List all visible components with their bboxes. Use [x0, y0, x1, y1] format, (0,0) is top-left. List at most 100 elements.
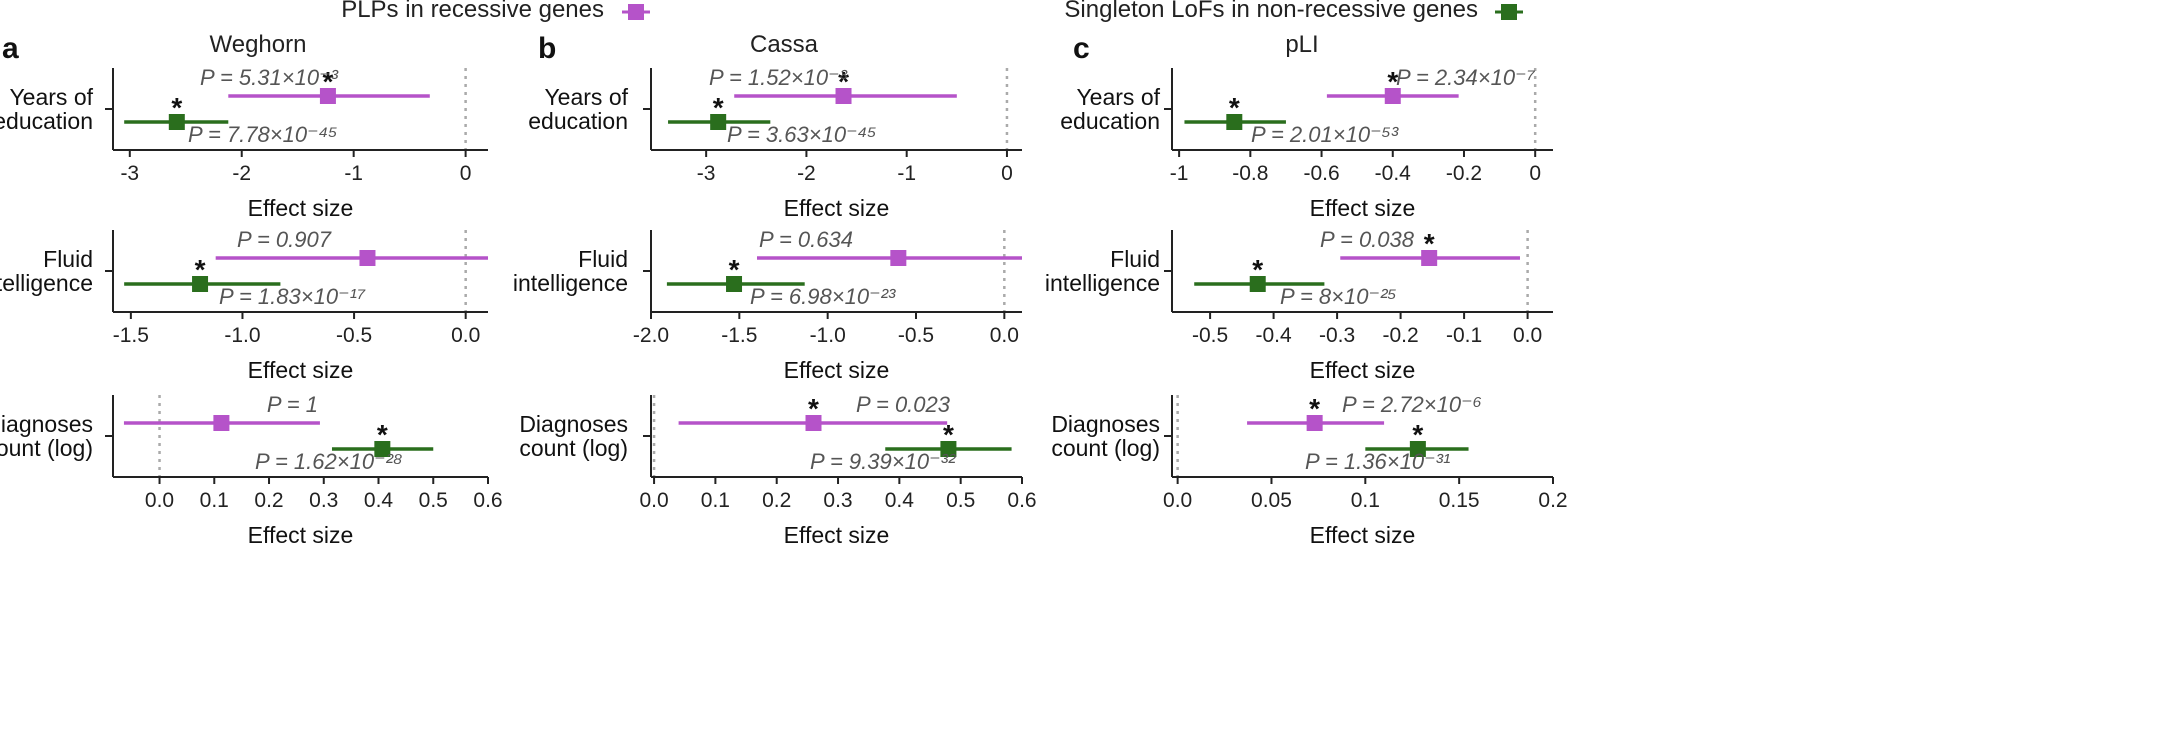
panel-title-pli: pLI — [1285, 31, 1318, 58]
p-value-label-plps-in-recessive-genes: P = 0.038 — [1320, 227, 1415, 252]
p-value-label-singleton-lofs-in-non-recessive-genes: P = 1.36×10⁻³¹ — [1305, 449, 1450, 474]
x-tick-label: 0 — [1001, 162, 1013, 185]
row-label: count (log) — [519, 435, 628, 461]
estimate-marker-plps-in-recessive-genes — [1421, 250, 1438, 266]
x-tick-label: -1.5 — [113, 324, 149, 347]
row-label: education — [0, 108, 93, 134]
legend-marker-plps — [628, 4, 644, 20]
x-tick-label: -3 — [697, 162, 716, 185]
row-label: Years of — [544, 84, 628, 110]
x-tick-label: 0.1 — [701, 489, 730, 512]
p-value-label-singleton-lofs-in-non-recessive-genes: P = 3.63×10⁻⁴⁵ — [727, 122, 876, 147]
p-value-label-plps-in-recessive-genes: P = 2.72×10⁻⁶ — [1342, 392, 1482, 417]
x-tick-label: 0.0 — [145, 489, 174, 512]
x-axis-label: Effect size — [784, 195, 890, 221]
p-value-label-plps-in-recessive-genes: P = 5.31×10⁻³ — [200, 65, 339, 90]
legend-marker-singleton-lofs — [1501, 4, 1517, 20]
panel-a-row-2: 0.0 0.1 0.2 0.3 0.4 0.5 0.6 Effect size Diagnose… — [0, 392, 503, 548]
x-tick-label: 0.4 — [885, 489, 915, 512]
panel-b-row-1: -2.0 -1.5 -1.0 -0.5 0.0 Effect size Fluidintel… — [513, 227, 1022, 383]
estimate-marker-plps-in-recessive-genes — [1306, 415, 1323, 431]
row-label: education — [528, 108, 628, 134]
panel-letter-a: a — [2, 32, 19, 65]
panel-title-weghorn: Weghorn — [210, 31, 307, 58]
p-value-label-singleton-lofs-in-non-recessive-genes: P = 1.83×10⁻¹⁷ — [219, 284, 366, 309]
panel-title-cassa: Cassa — [750, 31, 819, 58]
estimate-marker-singleton-lofs-in-non-recessive-genes — [1249, 276, 1266, 292]
x-tick-label: -0.3 — [1319, 324, 1355, 347]
x-tick-label: 0.0 — [1513, 324, 1542, 347]
p-value-label-plps-in-recessive-genes: P = 0.907 — [237, 227, 332, 252]
row-label: count (log) — [1051, 435, 1160, 461]
x-tick-label: -1 — [344, 162, 363, 185]
x-tick-label: -0.1 — [1446, 324, 1482, 347]
estimate-marker-plps-in-recessive-genes — [835, 88, 852, 104]
row-label: intelligence — [0, 270, 93, 296]
estimate-marker-plps-in-recessive-genes — [319, 88, 336, 104]
panel-c-row-0: -1 -0.8 -0.6 -0.4 -0.2 0 Effect size Years ofed… — [1060, 65, 1553, 221]
x-tick-label: -2 — [797, 162, 816, 185]
p-value-label-singleton-lofs-in-non-recessive-genes: P = 1.62×10⁻²⁸ — [255, 449, 403, 474]
x-tick-label: 0.1 — [1351, 489, 1380, 512]
estimate-marker-plps-in-recessive-genes — [890, 250, 907, 266]
legend: PLPs in recessive genes Singleton LoFs i… — [341, 0, 1523, 23]
estimate-marker-singleton-lofs-in-non-recessive-genes — [726, 276, 743, 292]
estimate-marker-plps-in-recessive-genes — [359, 250, 376, 266]
estimate-marker-singleton-lofs-in-non-recessive-genes — [940, 441, 957, 457]
x-tick-label: 0.3 — [823, 489, 852, 512]
significance-star: * — [838, 66, 849, 97]
x-tick-label: -0.4 — [1375, 162, 1412, 185]
significance-star: * — [729, 254, 740, 285]
significance-star: * — [943, 419, 954, 450]
estimate-marker-plps-in-recessive-genes — [213, 415, 230, 431]
row-label: count (log) — [0, 435, 93, 461]
row-label: intelligence — [1045, 270, 1160, 296]
x-tick-label: -0.2 — [1383, 324, 1419, 347]
significance-star: * — [713, 92, 724, 123]
x-tick-label: 0.5 — [419, 489, 448, 512]
row-label: Fluid — [43, 246, 93, 272]
x-tick-label: -2.0 — [633, 324, 669, 347]
significance-star: * — [1229, 92, 1240, 123]
x-tick-label: -0.2 — [1446, 162, 1482, 185]
significance-star: * — [195, 254, 206, 285]
estimate-marker-singleton-lofs-in-non-recessive-genes — [168, 114, 185, 130]
x-tick-label: 0 — [460, 162, 472, 185]
panel-c-row-2: 0.0 0.05 0.1 0.15 0.2 Effect size Diagnosescou… — [1051, 392, 1567, 548]
x-tick-label: 0.4 — [364, 489, 394, 512]
x-tick-label: -2 — [232, 162, 251, 185]
significance-star: * — [322, 66, 333, 97]
x-tick-label: -1.0 — [810, 324, 846, 347]
x-tick-label: 0.5 — [946, 489, 975, 512]
row-label: education — [1060, 108, 1160, 134]
x-tick-label: -0.8 — [1232, 162, 1268, 185]
p-value-label-singleton-lofs-in-non-recessive-genes: P = 8×10⁻²⁵ — [1280, 284, 1397, 309]
p-value-label-singleton-lofs-in-non-recessive-genes: P = 6.98×10⁻²³ — [750, 284, 896, 309]
estimate-marker-singleton-lofs-in-non-recessive-genes — [710, 114, 727, 130]
x-tick-label: 0.05 — [1251, 489, 1292, 512]
x-tick-label: -0.5 — [898, 324, 934, 347]
estimate-marker-singleton-lofs-in-non-recessive-genes — [374, 441, 391, 457]
x-tick-label: 0.6 — [473, 489, 502, 512]
x-tick-label: 0.2 — [1538, 489, 1567, 512]
x-axis-label: Effect size — [248, 195, 354, 221]
significance-star: * — [1412, 419, 1423, 450]
panel-letter-c: c — [1073, 32, 1090, 65]
x-axis-label: Effect size — [248, 357, 354, 383]
x-tick-label: 0.0 — [1163, 489, 1192, 512]
p-value-label-plps-in-recessive-genes: P = 2.34×10⁻⁷ — [1396, 65, 1536, 90]
estimate-marker-singleton-lofs-in-non-recessive-genes — [192, 276, 209, 292]
x-tick-label: -1 — [1170, 162, 1189, 185]
row-label: intelligence — [513, 270, 628, 296]
x-axis-label: Effect size — [1310, 357, 1416, 383]
x-tick-label: 0.0 — [451, 324, 480, 347]
row-label: Fluid — [578, 246, 628, 272]
x-tick-label: -0.5 — [336, 324, 372, 347]
panel-a-row-1: -1.5 -1.0 -0.5 0.0 Effect size Fluidintellige… — [0, 227, 488, 383]
p-value-label-plps-in-recessive-genes: P = 0.634 — [759, 227, 853, 252]
panel-c-row-1: -0.5 -0.4 -0.3 -0.2 -0.1 0.0 Effect size Fluidi… — [1045, 227, 1553, 383]
x-axis-label: Effect size — [1310, 522, 1416, 548]
